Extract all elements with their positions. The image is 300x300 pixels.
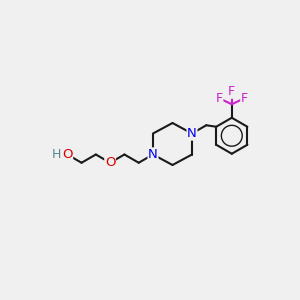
Text: F: F <box>228 85 236 98</box>
Text: N: N <box>187 127 197 140</box>
Text: F: F <box>216 92 223 105</box>
Text: H: H <box>52 148 62 161</box>
Text: O: O <box>105 156 116 169</box>
Text: N: N <box>148 148 158 161</box>
Text: F: F <box>241 92 248 105</box>
Text: O: O <box>62 148 73 161</box>
